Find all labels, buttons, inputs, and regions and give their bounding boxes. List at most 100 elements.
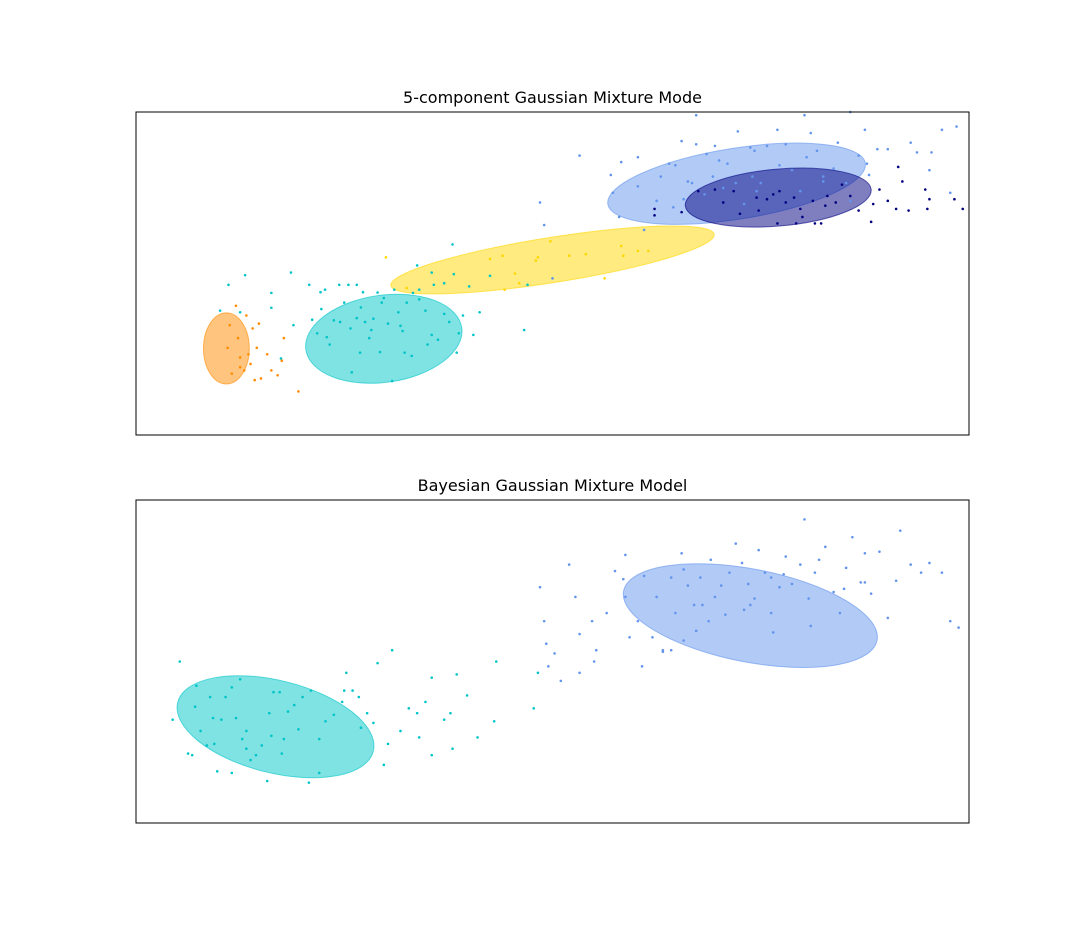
data-point-0-0-66	[347, 283, 350, 287]
data-point-0-3-52	[751, 175, 754, 178]
data-point-1-1-59	[869, 592, 873, 595]
data-point-0-4-5	[721, 201, 725, 204]
data-point-1-1-80	[771, 631, 775, 634]
data-point-0-4-25	[869, 220, 873, 224]
data-point-0-0-60	[457, 331, 461, 335]
data-point-1-0-4	[193, 705, 197, 709]
data-point-0-0-40	[332, 319, 336, 322]
data-point-0-3-67	[955, 125, 958, 128]
data-point-0-3-22	[755, 189, 758, 193]
data-point-1-0-11	[224, 695, 227, 699]
data-point-1-0-65	[417, 736, 421, 739]
data-point-0-2-9	[619, 244, 623, 248]
data-point-0-2-0	[384, 256, 388, 259]
data-point-0-0-58	[522, 328, 526, 332]
data-point-0-3-33	[865, 162, 869, 165]
data-point-0-0-17	[361, 290, 365, 294]
data-point-0-0-9	[310, 318, 314, 321]
data-point-0-2-15	[405, 286, 409, 290]
data-point-1-0-44	[449, 711, 452, 715]
data-point-0-3-53	[713, 144, 717, 148]
data-point-0-0-41	[349, 327, 352, 330]
data-point-0-0-13	[337, 283, 341, 287]
data-point-1-1-47	[784, 555, 788, 558]
data-point-1-1-11	[592, 660, 596, 663]
data-point-1-0-17	[254, 753, 258, 757]
data-point-0-0-50	[367, 336, 371, 340]
data-point-0-4-13	[794, 222, 798, 225]
data-point-0-3-11	[655, 199, 658, 203]
data-point-0-3-63	[776, 128, 779, 132]
data-point-1-0-34	[365, 711, 369, 715]
data-point-1-0-61	[307, 781, 311, 784]
data-point-0-3-56	[686, 180, 690, 183]
data-point-0-4-38	[819, 222, 823, 225]
data-point-1-1-48	[790, 582, 794, 586]
data-point-0-3-16	[726, 162, 729, 165]
data-point-0-2-12	[503, 288, 506, 291]
data-point-0-0-67	[430, 271, 434, 274]
data-point-0-0-22	[401, 329, 404, 333]
data-point-0-2-6	[567, 254, 571, 258]
gaussian-ellipse-1-1	[622, 563, 878, 669]
data-point-1-0-50	[532, 707, 536, 710]
data-point-1-1-70	[863, 551, 867, 555]
data-point-0-2-5	[549, 239, 552, 243]
data-point-1-0-60	[297, 728, 300, 731]
data-point-1-0-58	[238, 677, 242, 681]
data-point-0-3-7	[619, 160, 623, 164]
data-point-0-4-39	[771, 193, 775, 196]
data-point-0-3-0	[538, 201, 542, 204]
data-point-0-0-3	[238, 310, 242, 314]
data-point-0-0-33	[461, 314, 465, 317]
data-point-1-0-16	[249, 758, 252, 762]
data-point-0-2-7	[584, 252, 588, 256]
data-point-1-0-6	[205, 744, 209, 747]
data-point-0-3-27	[784, 143, 788, 146]
data-point-0-0-24	[397, 310, 400, 314]
data-point-0-3-45	[667, 162, 671, 165]
data-point-0-0-1	[227, 283, 230, 287]
data-point-1-1-78	[701, 603, 704, 607]
data-point-0-0-55	[338, 320, 342, 324]
data-point-1-0-41	[424, 700, 427, 704]
data-point-0-0-31	[452, 272, 456, 276]
data-point-1-1-63	[909, 563, 912, 566]
data-point-0-4-9	[757, 209, 760, 212]
data-point-0-0-36	[478, 310, 481, 314]
data-point-0-0-44	[386, 322, 390, 325]
data-point-1-0-5	[199, 729, 202, 733]
data-point-1-1-81	[682, 639, 685, 642]
data-point-0-0-56	[451, 243, 454, 246]
data-point-0-3-6	[671, 205, 675, 209]
data-point-1-1-79	[749, 603, 752, 607]
data-point-0-0-53	[320, 307, 323, 311]
data-point-0-2-14	[534, 259, 538, 262]
gaussian-ellipse-1-0	[176, 675, 375, 779]
data-point-1-1-73	[842, 587, 846, 591]
data-point-0-3-9	[609, 173, 613, 177]
data-point-1-1-54	[838, 611, 842, 615]
data-point-0-0-35	[472, 333, 475, 337]
data-point-1-0-14	[240, 737, 244, 741]
data-point-1-0-29	[324, 719, 327, 723]
data-point-0-0-48	[442, 312, 446, 316]
data-point-1-1-0	[538, 585, 542, 589]
data-point-1-0-36	[382, 763, 386, 767]
data-point-0-0-38	[417, 288, 421, 291]
data-point-0-3-47	[721, 186, 725, 190]
data-point-1-1-45	[769, 611, 773, 615]
data-point-0-1-0	[234, 304, 238, 308]
data-point-1-1-13	[605, 611, 608, 615]
data-point-0-4-33	[923, 188, 927, 191]
data-point-0-3-43	[682, 197, 685, 201]
data-point-0-3-38	[867, 173, 871, 177]
axes-frame-bottom	[135, 499, 970, 824]
data-point-1-0-9	[215, 770, 219, 773]
chart-bottom: Bayesian Gaussian Mixture Model	[135, 476, 970, 824]
data-point-0-4-36	[953, 197, 956, 201]
data-point-0-3-51	[821, 175, 825, 178]
data-point-1-1-40	[740, 561, 744, 565]
data-point-0-3-36	[915, 151, 919, 154]
data-point-1-0-68	[359, 726, 363, 730]
